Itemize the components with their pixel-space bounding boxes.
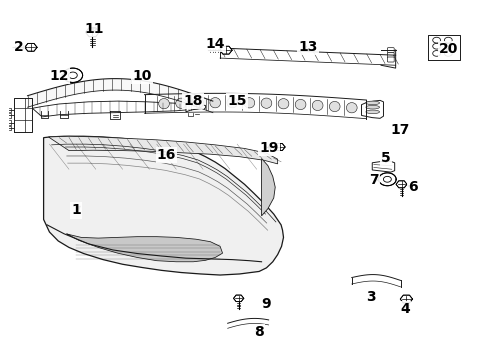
Ellipse shape — [226, 98, 237, 108]
Text: 4: 4 — [400, 302, 409, 316]
Polygon shape — [274, 144, 285, 150]
Polygon shape — [383, 176, 390, 182]
Ellipse shape — [329, 102, 339, 112]
Polygon shape — [399, 295, 412, 303]
Polygon shape — [361, 100, 383, 118]
Text: 2: 2 — [14, 40, 24, 54]
Ellipse shape — [261, 98, 271, 108]
Text: 13: 13 — [298, 40, 317, 54]
Text: 18: 18 — [183, 94, 203, 108]
Circle shape — [444, 50, 451, 56]
Polygon shape — [63, 68, 82, 82]
Polygon shape — [185, 102, 199, 112]
FancyBboxPatch shape — [386, 48, 393, 53]
FancyBboxPatch shape — [386, 57, 393, 62]
Text: 9: 9 — [261, 297, 271, 311]
Text: 1: 1 — [71, 203, 81, 217]
Circle shape — [444, 37, 451, 43]
Ellipse shape — [312, 100, 323, 111]
Ellipse shape — [346, 103, 356, 113]
Text: 14: 14 — [205, 37, 224, 51]
Text: 11: 11 — [84, 22, 104, 36]
Circle shape — [444, 43, 451, 49]
Text: 20: 20 — [438, 42, 457, 56]
Ellipse shape — [209, 98, 220, 108]
Ellipse shape — [192, 98, 203, 108]
Polygon shape — [220, 46, 232, 54]
Text: 3: 3 — [366, 289, 375, 303]
Polygon shape — [395, 181, 406, 188]
Text: 17: 17 — [390, 123, 409, 137]
Text: 19: 19 — [259, 141, 278, 155]
Ellipse shape — [365, 105, 379, 109]
Polygon shape — [378, 173, 395, 186]
Text: 8: 8 — [254, 325, 264, 339]
Ellipse shape — [244, 98, 254, 108]
Ellipse shape — [278, 99, 288, 109]
Polygon shape — [32, 101, 205, 117]
Circle shape — [432, 43, 440, 49]
Text: 15: 15 — [227, 94, 246, 108]
Polygon shape — [233, 295, 244, 302]
Text: 6: 6 — [407, 180, 417, 194]
Polygon shape — [43, 136, 283, 275]
Circle shape — [432, 50, 440, 56]
Polygon shape — [48, 136, 277, 164]
Polygon shape — [261, 158, 275, 216]
Polygon shape — [371, 161, 394, 172]
Text: 7: 7 — [368, 173, 378, 187]
Polygon shape — [66, 234, 222, 262]
Ellipse shape — [175, 98, 186, 108]
Ellipse shape — [365, 110, 379, 114]
FancyBboxPatch shape — [386, 53, 393, 58]
Ellipse shape — [365, 101, 379, 105]
Text: 5: 5 — [380, 152, 390, 166]
Polygon shape — [68, 72, 77, 78]
Circle shape — [432, 37, 440, 43]
Ellipse shape — [158, 99, 169, 109]
Text: 12: 12 — [49, 69, 69, 83]
Text: 16: 16 — [157, 148, 176, 162]
Polygon shape — [25, 44, 37, 51]
Ellipse shape — [295, 99, 305, 110]
Text: 10: 10 — [132, 69, 151, 83]
Polygon shape — [85, 28, 99, 37]
